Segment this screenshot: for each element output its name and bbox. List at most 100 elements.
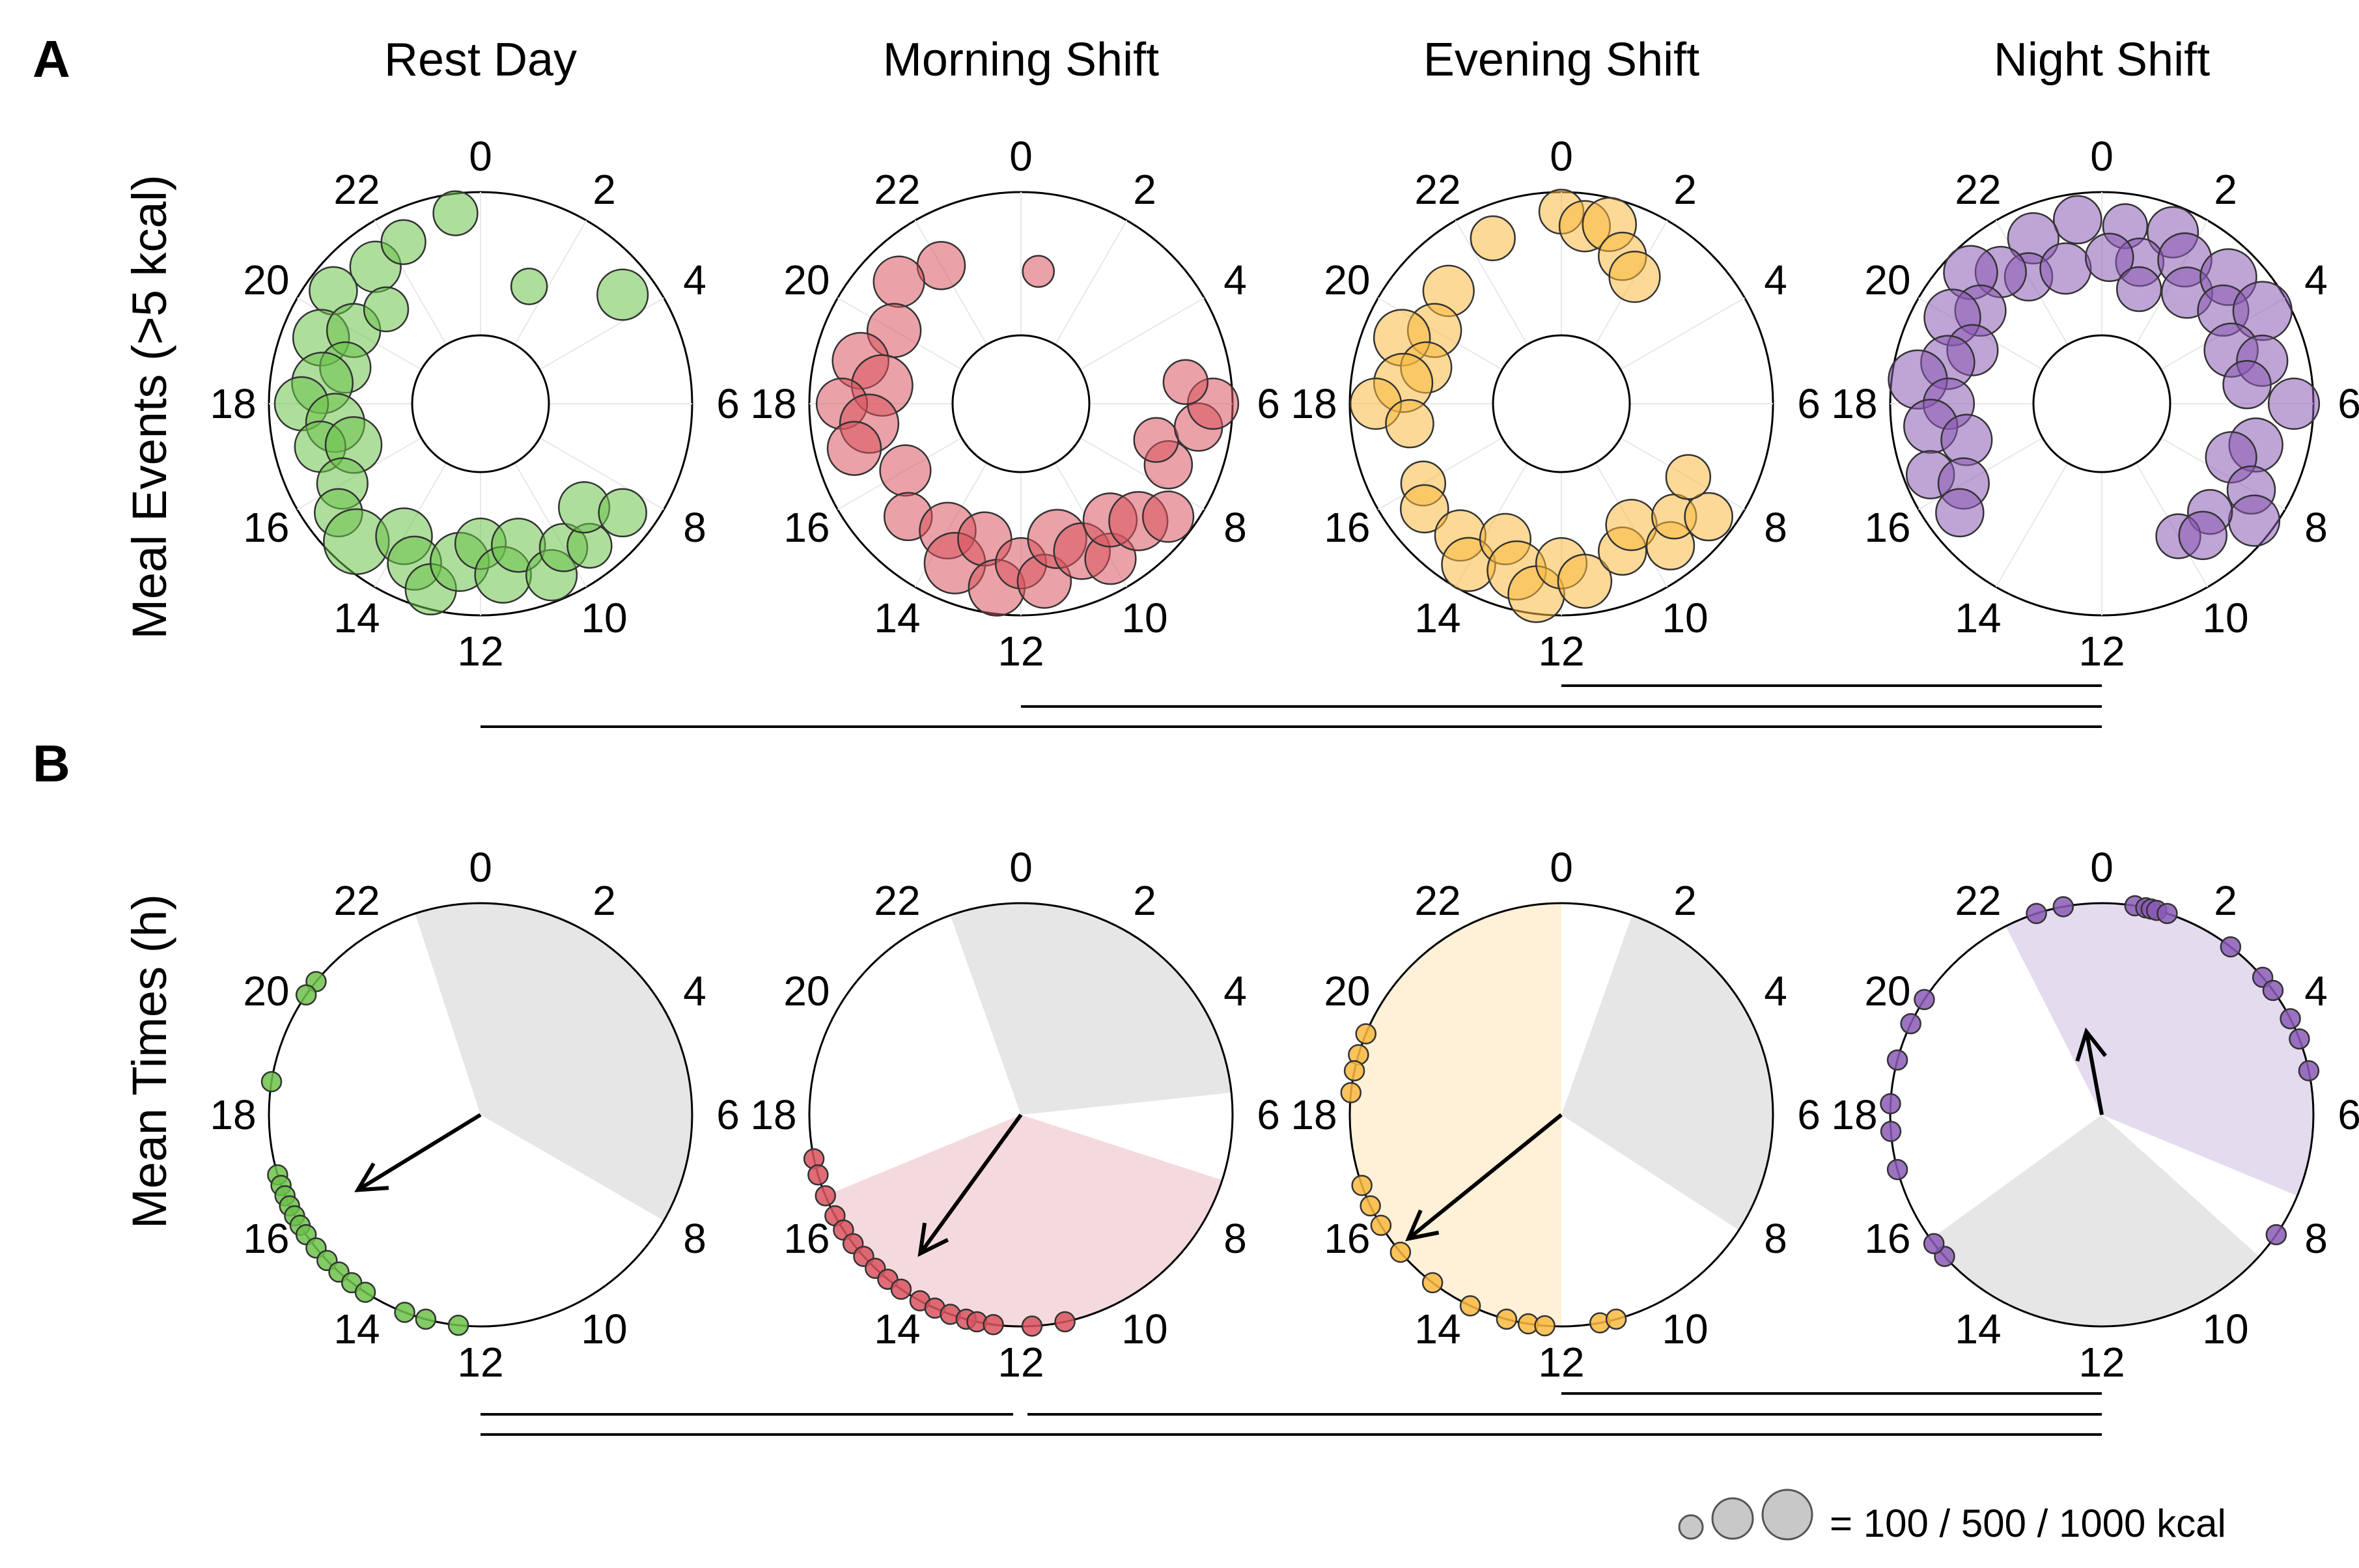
tick-evening-shift-16: 16 [1324,504,1370,551]
mean-point-evening-shift-8 [1421,1272,1444,1294]
tick-rest-day-16: 16 [243,1215,289,1262]
row-b-mean-time-charts: 0246810121416182022024681012141618202202… [210,844,2359,1386]
tick-morning-shift-0: 0 [1009,844,1033,891]
tick-evening-shift-2: 2 [1673,877,1697,924]
mean-times-rest-day: 0 2 4 6 8 10 12 14 16 18 20 22 [210,844,739,1386]
mean-point-morning-shift-16 [1021,1315,1043,1337]
mean-arrow-morning-shift [918,1113,1023,1255]
mean-point-morning-shift-17 [1054,1311,1076,1333]
tick-evening-shift-18: 18 [1291,380,1337,427]
tick-night-shift-10: 10 [2202,595,2248,641]
tick-evening-shift-14: 14 [1414,595,1460,641]
mean-point-night-shift-16 [1886,1158,1908,1181]
tick-morning-shift-22: 22 [874,877,920,924]
panel-b-letter: B [33,735,70,792]
mean-point-night-shift-0 [2052,896,2074,917]
mean-arrow-rest-day [356,1113,482,1192]
tick-evening-shift-6: 6 [1797,1091,1821,1138]
row-a-ylabel: Meal Events (>5 kcal) [122,175,176,639]
gridline-night-shift-14 [1995,462,2069,587]
meal-event-evening-shift-12 [1385,399,1434,449]
mean-point-night-shift-12 [2298,1060,2320,1082]
tick-morning-shift-16: 16 [783,504,830,551]
meal-event-evening-shift-27 [1665,454,1712,500]
tick-morning-shift-22: 22 [874,166,920,213]
meal-event-evening-shift-21 [1557,553,1613,609]
mean-point-evening-shift-14 [1605,1308,1627,1330]
tick-morning-shift-12: 12 [998,1339,1044,1386]
meal-event-rest-day-29 [363,286,410,333]
tick-rest-day-2: 2 [593,166,616,213]
shaded-sector-evening-shift-0 [1561,915,1773,1231]
title-night-shift: Night Shift [1994,34,2210,86]
tick-night-shift-22: 22 [1955,877,2001,924]
tick-rest-day-4: 4 [683,257,706,303]
tick-rest-day-14: 14 [333,595,380,641]
mean-point-evening-shift-2 [1343,1060,1365,1082]
mean-point-evening-shift-7 [1389,1241,1412,1263]
tick-morning-shift-16: 16 [783,1215,830,1262]
tick-rest-day-14: 14 [333,1306,380,1352]
meal-events-morning-shift: 0 2 4 6 8 10 12 14 16 18 20 22 [750,133,1279,675]
tick-night-shift-22: 22 [1955,166,2001,213]
tick-evening-shift-0: 0 [1550,844,1573,891]
meal-event-rest-day-25 [598,488,647,538]
size-legend: = 100 / 500 / 1000 kcal [1678,1489,2226,1545]
outer-ring-b-evening-shift [1348,902,1774,1328]
mean-point-night-shift-10 [2280,1008,2301,1029]
tick-morning-shift-0: 0 [1009,133,1033,180]
tick-evening-shift-6: 6 [1797,380,1821,427]
tick-morning-shift-12: 12 [998,628,1044,675]
meal-event-night-shift-16 [2227,494,2281,547]
meal-event-evening-shift-5 [1470,215,1516,262]
tick-evening-shift-20: 20 [1324,257,1370,303]
tick-evening-shift-22: 22 [1414,166,1460,213]
legend-bubble-1000 [1761,1489,1813,1541]
mean-point-night-shift-18 [1880,1093,1901,1115]
tick-rest-day-20: 20 [243,257,289,303]
meal-event-morning-shift-1 [872,255,925,308]
tick-morning-shift-18: 18 [750,380,796,427]
mean-point-night-shift-13 [2265,1224,2287,1246]
tick-rest-day-8: 8 [683,1215,706,1262]
mean-times-night-shift: 0 2 4 6 8 10 12 14 16 18 20 22 [1831,844,2359,1386]
tick-evening-shift-22: 22 [1414,877,1460,924]
outer-ring-b-rest-day [268,902,693,1328]
mean-point-rest-day-16 [415,1308,437,1330]
mean-point-evening-shift-10 [1496,1308,1518,1330]
tick-evening-shift-12: 12 [1538,628,1584,675]
shaded-sector-rest-day-0 [415,903,693,1221]
mean-point-evening-shift-6 [1370,1214,1392,1237]
tick-night-shift-20: 20 [1864,968,1910,1015]
tick-morning-shift-14: 14 [874,1306,920,1352]
tick-morning-shift-4: 4 [1223,257,1247,303]
tick-evening-shift-8: 8 [1764,504,1787,551]
mean-point-evening-shift-0 [1355,1023,1376,1044]
mean-point-evening-shift-9 [1459,1295,1481,1317]
tick-night-shift-8: 8 [2304,1215,2328,1262]
tick-night-shift-18: 18 [1831,380,1877,427]
meal-event-night-shift-0 [2053,195,2102,245]
mean-point-evening-shift-12 [1534,1315,1556,1337]
inner-ring-rest-day [411,334,550,473]
gridline-rest-day-2 [514,220,587,345]
gridline-morning-shift-4 [1080,297,1205,371]
meal-event-morning-shift-23 [1133,417,1179,463]
mean-point-morning-shift-1 [807,1164,829,1186]
tick-rest-day-22: 22 [333,166,380,213]
tick-evening-shift-8: 8 [1764,1215,1787,1262]
tick-rest-day-10: 10 [581,1306,627,1352]
tick-morning-shift-10: 10 [1121,595,1167,641]
tick-night-shift-18: 18 [1831,1091,1877,1138]
tick-rest-day-16: 16 [243,504,289,551]
row-a-polar-bubble-charts: 0246810121416182022024681012141618202202… [210,133,2359,675]
meal-event-night-shift-34 [2178,511,2227,561]
shaded-sector-night-shift-0 [2005,903,2313,1196]
mean-point-rest-day-15 [394,1302,415,1323]
tick-rest-day-2: 2 [593,877,616,924]
mean-point-rest-day-2 [260,1071,283,1093]
mean-point-rest-day-1 [295,984,317,1006]
meal-event-night-shift-32 [1935,488,1985,538]
tick-rest-day-20: 20 [243,968,289,1015]
